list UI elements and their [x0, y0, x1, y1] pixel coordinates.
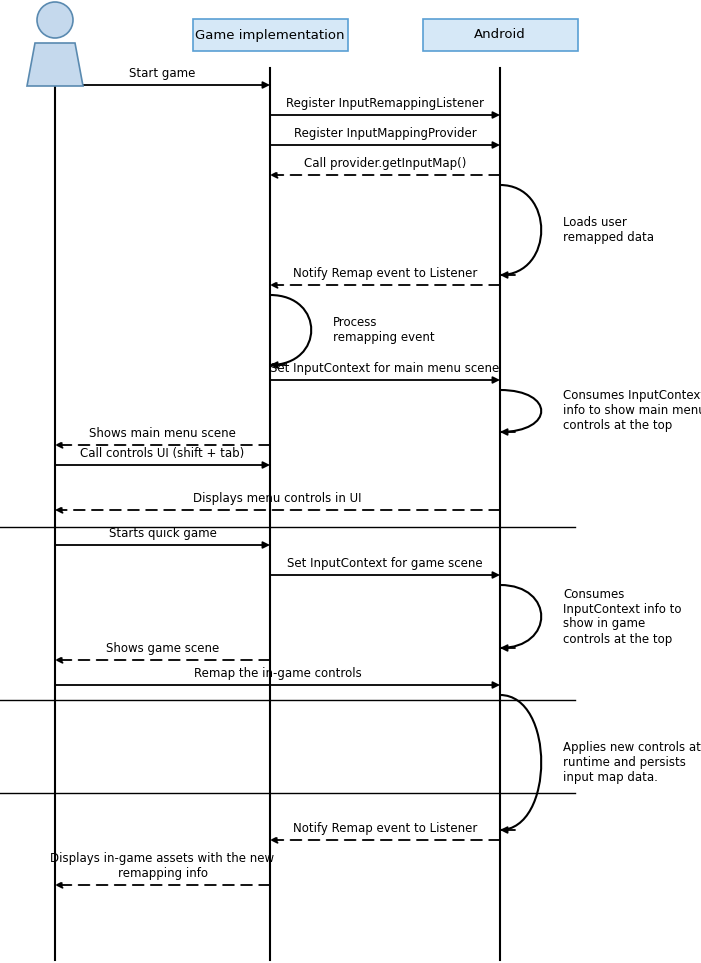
Text: Consumes
InputContext info to
show in game
controls at the top: Consumes InputContext info to show in ga…	[563, 587, 681, 645]
Text: Start game: Start game	[129, 67, 196, 80]
Circle shape	[37, 2, 73, 38]
Text: Shows game scene: Shows game scene	[106, 642, 219, 655]
Text: Register InputMappingProvider: Register InputMappingProvider	[294, 127, 477, 140]
Text: Starts quick game: Starts quick game	[109, 527, 217, 540]
Text: Shows main menu scene: Shows main menu scene	[89, 427, 236, 440]
Text: Process
remapping event: Process remapping event	[333, 316, 435, 344]
Text: Game implementation: Game implementation	[196, 29, 345, 41]
Text: Loads user
remapped data: Loads user remapped data	[563, 216, 654, 244]
Text: Call controls UI (shift + tab): Call controls UI (shift + tab)	[81, 447, 245, 460]
Text: Consumes InputContext
info to show main menu
controls at the top: Consumes InputContext info to show main …	[563, 389, 701, 432]
Polygon shape	[27, 43, 83, 86]
Text: Call provider.getInputMap(): Call provider.getInputMap()	[304, 157, 466, 170]
Text: Displays menu controls in UI: Displays menu controls in UI	[193, 492, 362, 505]
FancyBboxPatch shape	[193, 19, 348, 51]
Text: Set InputContext for game scene: Set InputContext for game scene	[287, 557, 483, 570]
Text: Register InputRemappingListener: Register InputRemappingListener	[286, 97, 484, 110]
Text: Notify Remap event to Listener: Notify Remap event to Listener	[293, 267, 477, 280]
FancyBboxPatch shape	[423, 19, 578, 51]
Text: Set InputContext for main menu scene: Set InputContext for main menu scene	[271, 362, 500, 375]
Text: Remap the in-game controls: Remap the in-game controls	[193, 667, 362, 680]
Text: Displays in-game assets with the new
remapping info: Displays in-game assets with the new rem…	[50, 852, 275, 880]
Text: Notify Remap event to Listener: Notify Remap event to Listener	[293, 822, 477, 835]
Text: Android: Android	[474, 29, 526, 41]
Text: Applies new controls at
runtime and persists
input map data.: Applies new controls at runtime and pers…	[563, 741, 701, 784]
